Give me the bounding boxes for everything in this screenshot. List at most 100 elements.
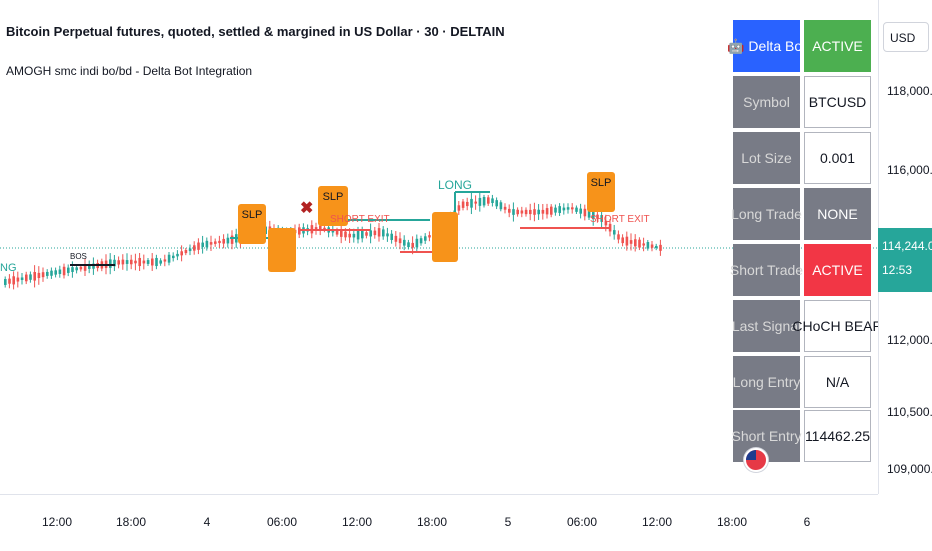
candle xyxy=(550,204,553,218)
candle xyxy=(163,254,167,267)
time-tick: 06:00 xyxy=(566,515,598,529)
candle xyxy=(58,265,62,278)
candle xyxy=(512,202,515,222)
us-flag-icon[interactable] xyxy=(744,448,768,472)
row-value-lot-size: 0.001 xyxy=(804,132,871,184)
candle xyxy=(403,235,406,251)
candle xyxy=(524,207,528,217)
slp-marker-label: SLP xyxy=(590,177,612,189)
candle xyxy=(625,231,629,251)
candle xyxy=(629,233,633,251)
chart-area[interactable]: Bitcoin Perpetual futures, quoted, settl… xyxy=(0,0,878,494)
bot-header-status: ACTIVE xyxy=(804,20,871,72)
candle xyxy=(138,253,141,271)
indicator-label[interactable]: AMOGH smc indi bo/bd - Delta Bot Integra… xyxy=(6,64,253,78)
candle xyxy=(566,203,570,214)
price-tick: 116,000.0 xyxy=(887,163,932,177)
candle xyxy=(554,204,557,216)
candle xyxy=(323,225,326,233)
candle xyxy=(457,201,461,215)
long-label: LONG xyxy=(438,178,473,192)
candle xyxy=(29,271,32,283)
candle xyxy=(197,238,200,255)
candle xyxy=(214,238,217,247)
candle xyxy=(642,237,645,252)
candle xyxy=(562,203,566,215)
candle xyxy=(352,228,356,243)
candle xyxy=(54,267,57,278)
candle xyxy=(386,227,389,242)
candle xyxy=(25,271,28,285)
price-tick: 112,000.0 xyxy=(887,333,932,347)
row-label-long-entry: Long Entry xyxy=(733,356,800,408)
row-value-symbol: BTCUSD xyxy=(804,76,871,128)
candle xyxy=(134,253,137,271)
slp-marker: SLP xyxy=(238,204,266,244)
candle xyxy=(646,239,650,251)
candle xyxy=(188,244,192,256)
candle xyxy=(159,258,162,266)
bos-label: BOS xyxy=(70,252,87,261)
candle xyxy=(46,269,49,279)
row-value-long-entry: N/A xyxy=(804,356,871,408)
current-price: 114,244.0 xyxy=(882,239,932,253)
candle xyxy=(222,234,225,249)
candle xyxy=(650,241,654,252)
candle xyxy=(596,210,599,223)
candle xyxy=(226,233,230,248)
currency-button[interactable]: USD xyxy=(883,22,929,52)
time-tick: 18:00 xyxy=(716,515,748,529)
candle xyxy=(130,254,133,270)
candle xyxy=(487,195,490,206)
candle xyxy=(142,254,146,270)
candle xyxy=(62,263,66,279)
price-tick: 110,500.0 xyxy=(887,405,932,419)
candle xyxy=(508,204,511,218)
candle xyxy=(125,253,129,271)
candle xyxy=(365,229,368,239)
price-tick: 118,000.0 xyxy=(887,84,932,98)
time-tick: 6 xyxy=(803,515,811,529)
time-tick: 12:00 xyxy=(641,515,673,529)
candle xyxy=(482,194,486,208)
candle xyxy=(92,257,95,275)
candle xyxy=(155,254,158,270)
candle xyxy=(4,276,7,288)
candle xyxy=(109,253,112,275)
candle xyxy=(167,252,171,266)
short-exit-label: SHORT EXIT xyxy=(330,214,390,225)
slp-marker-label: SLP xyxy=(322,191,344,203)
candle xyxy=(113,255,116,272)
candle xyxy=(398,232,402,250)
candle xyxy=(218,235,221,249)
x-mark-icon: ✖ xyxy=(300,200,314,217)
candle xyxy=(634,234,637,252)
candle xyxy=(571,203,574,214)
robot-icon: 🤖 xyxy=(726,37,745,54)
candle xyxy=(146,257,150,267)
row-label-lot-size: Lot Size xyxy=(733,132,800,184)
candle xyxy=(466,197,469,211)
current-price-badge: 114,244.0 12:53 xyxy=(878,228,932,292)
slp-marker: SLP xyxy=(318,186,348,226)
time-axis[interactable]: 12:00 18:00 4 06:00 12:00 18:00 5 06:00 … xyxy=(0,494,878,551)
row-value-short-trade: ACTIVE xyxy=(804,244,871,296)
candle xyxy=(230,230,234,250)
bar-countdown: 12:53 xyxy=(882,263,913,277)
candle xyxy=(180,245,183,262)
slp-marker: SLP xyxy=(587,172,615,212)
candle xyxy=(419,235,423,246)
candle xyxy=(205,237,209,251)
candle xyxy=(88,260,91,274)
candle xyxy=(20,272,24,285)
time-tick: 12:00 xyxy=(41,515,73,529)
time-tick: 5 xyxy=(504,515,512,529)
candle xyxy=(621,234,624,247)
candle xyxy=(209,235,213,252)
candle xyxy=(331,225,335,237)
short-exit-label: SHORT EXIT xyxy=(590,214,650,225)
candle xyxy=(201,235,204,254)
slp-marker-label: SLP xyxy=(241,209,263,221)
candle xyxy=(499,200,503,212)
candle xyxy=(470,192,473,215)
